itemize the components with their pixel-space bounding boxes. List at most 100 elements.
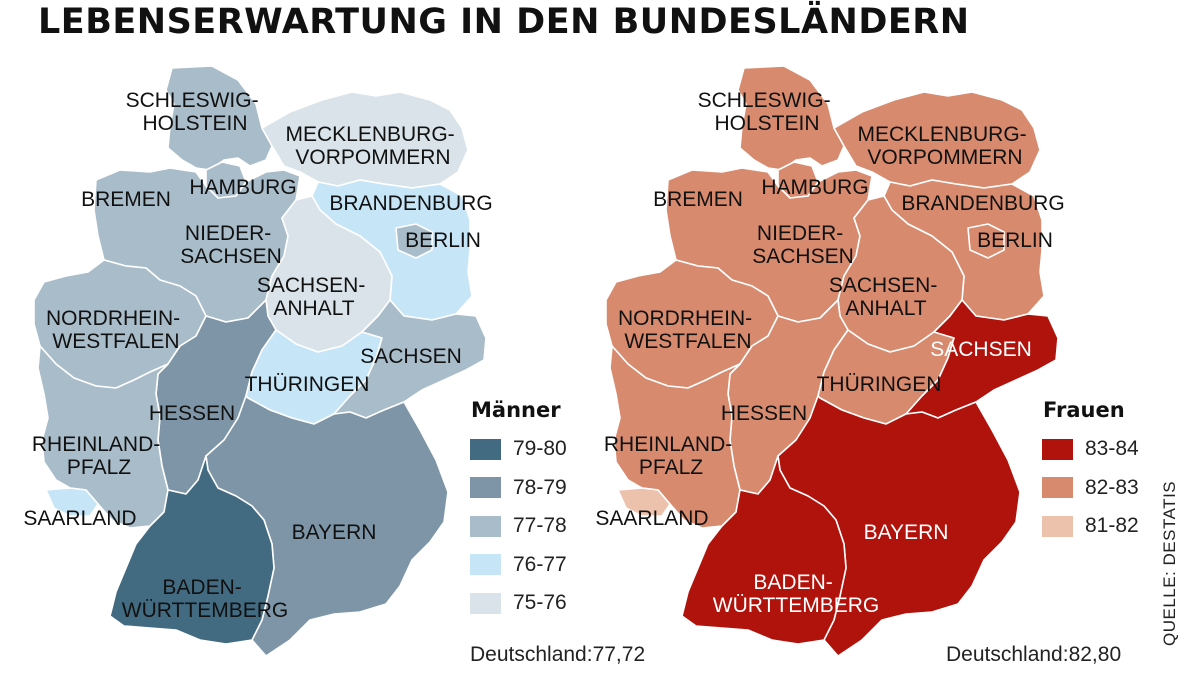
label-bayern: BAYERN [292, 521, 377, 544]
label-line: NIEDER- [185, 222, 271, 245]
label-sachsen: SACHSEN [360, 345, 462, 368]
label-line: SACHSEN [752, 245, 854, 268]
legend-item: 75-76 [470, 584, 567, 623]
label-schleswig-holstein: SCHLESWIG- HOLSTEIN [126, 89, 265, 135]
label-line: RHEINLAND- [32, 433, 160, 456]
label-schleswig-holstein: SCHLESWIG- HOLSTEIN [698, 89, 837, 135]
label-line: ANHALT [273, 297, 354, 320]
label-line: BREMEN [81, 188, 171, 211]
legend-swatch [1042, 477, 1073, 499]
label-line: THÜRINGEN [817, 373, 942, 396]
label-line: HAMBURG [189, 176, 296, 199]
legend-item: 78-79 [470, 469, 567, 508]
label-hessen: HESSEN [721, 402, 807, 425]
state-mecklenburg-vorpommern-maenner [261, 91, 469, 189]
label-saarland: SAARLAND [595, 507, 708, 530]
label-line: RHEINLAND- [604, 433, 732, 456]
label-line: HOLSTEIN [714, 112, 819, 135]
legend-label: 75-76 [513, 591, 567, 615]
label-line: SACHSEN [930, 338, 1032, 361]
label-line: PFALZ [67, 456, 131, 479]
label-line: BADEN- [753, 571, 832, 594]
legend-swatch [1042, 438, 1073, 460]
label-line: HAMBURG [761, 176, 868, 199]
label-line: SACHSEN- [257, 274, 366, 297]
label-thueringen: THÜRINGEN [245, 373, 370, 396]
average-frauen: Deutschland:82,80 [946, 643, 1122, 666]
label-line: BAYERN [292, 521, 377, 544]
label-line: BERLIN [977, 229, 1053, 252]
map-frauen [605, 65, 1059, 657]
legend-label: 81-82 [1085, 514, 1139, 538]
label-nordrhein-westfalen: NORDRHEIN- WESTFALEN [618, 307, 758, 353]
state-schleswig-holstein-frauen [737, 65, 845, 171]
label-line: SAARLAND [595, 507, 708, 530]
label-bayern: BAYERN [864, 521, 949, 544]
legend-swatch [1042, 515, 1073, 537]
state-schleswig-holstein-maenner [165, 65, 273, 171]
label-mecklenburg-vorpommern: MECKLENBURG- VORPOMMERN [857, 123, 1032, 169]
state-saarland-frauen [617, 487, 671, 517]
legend-label: 76-77 [513, 552, 567, 576]
legend-swatch [470, 554, 501, 576]
label-line: SACHSEN- [829, 274, 938, 297]
state-sachsen-maenner [333, 299, 487, 419]
labels-frauen: SCHLESWIG- HOLSTEIN MECKLENBURG- VORPOMM… [595, 89, 1064, 617]
label-line: BREMEN [653, 188, 743, 211]
label-brandenburg: BRANDENBURG [901, 192, 1064, 215]
state-mecklenburg-vorpommern-frauen [833, 91, 1041, 189]
label-sachsen-anhalt: SACHSEN- ANHALT [829, 274, 943, 320]
legend-swatch [470, 438, 501, 460]
label-berlin: BERLIN [405, 229, 481, 252]
label-rheinland-pfalz: RHEINLAND- PFALZ [604, 433, 738, 479]
label-bremen: BREMEN [81, 188, 171, 211]
label-line: BAYERN [864, 521, 949, 544]
label-line: ANHALT [845, 297, 926, 320]
legend-label: 79-80 [513, 437, 567, 461]
legend-label: 82-83 [1085, 475, 1139, 499]
label-line: PFALZ [639, 456, 703, 479]
label-bremen: BREMEN [653, 188, 743, 211]
state-saarland-maenner [45, 487, 99, 517]
label-line: SACHSEN [360, 345, 462, 368]
legend-item: 83-84 [1042, 430, 1139, 469]
legend-label: 77-78 [513, 514, 567, 538]
label-rheinland-pfalz: RHEINLAND- PFALZ [32, 433, 166, 479]
label-hessen: HESSEN [149, 402, 235, 425]
label-hamburg: HAMBURG [761, 176, 868, 199]
label-line: BRANDENBURG [329, 192, 492, 215]
label-line: WÜRTTEMBERG [122, 599, 288, 622]
label-line: VORPOMMERN [295, 146, 450, 169]
legend-title-frauen: Frauen [1043, 398, 1125, 422]
legend-item: 82-83 [1042, 469, 1139, 508]
label-line: HESSEN [149, 402, 235, 425]
label-line: HESSEN [721, 402, 807, 425]
legend-item: 81-82 [1042, 507, 1139, 546]
label-line: SACHSEN [180, 245, 282, 268]
legend-swatch [470, 515, 501, 537]
label-line: HOLSTEIN [142, 112, 247, 135]
label-niedersachsen: NIEDER- SACHSEN [752, 222, 854, 268]
label-baden-wuerttemberg: BADEN- WÜRTTEMBERG [122, 576, 288, 622]
label-mecklenburg-vorpommern: MECKLENBURG- VORPOMMERN [285, 123, 460, 169]
legend-label: 83-84 [1085, 437, 1139, 461]
label-sachsen-anhalt: SACHSEN- ANHALT [257, 274, 371, 320]
legend-label: 78-79 [513, 475, 567, 499]
page-title: LEBENSERWARTUNG IN DEN BUNDESLÄNDERN [38, 2, 970, 42]
legend-item: 76-77 [470, 546, 567, 585]
legend-item: 79-80 [470, 430, 567, 469]
label-line: THÜRINGEN [245, 373, 370, 396]
legend-title-maenner: Männer [471, 398, 561, 422]
label-line: SAARLAND [23, 507, 136, 530]
map-maenner [33, 65, 487, 657]
state-baden-wuerttemberg-frauen [681, 455, 847, 645]
label-baden-wuerttemberg: BADEN- WÜRTTEMBERG [713, 571, 879, 617]
label-niedersachsen: NIEDER- SACHSEN [180, 222, 282, 268]
state-sachsen-frauen [905, 299, 1059, 419]
source-credit: QUELLE: DESTATIS [1160, 480, 1179, 646]
state-berlin-frauen [967, 223, 1005, 259]
label-line: NIEDER- [757, 222, 843, 245]
label-line: SCHLESWIG- [698, 89, 831, 112]
label-line: MECKLENBURG- [285, 123, 454, 146]
